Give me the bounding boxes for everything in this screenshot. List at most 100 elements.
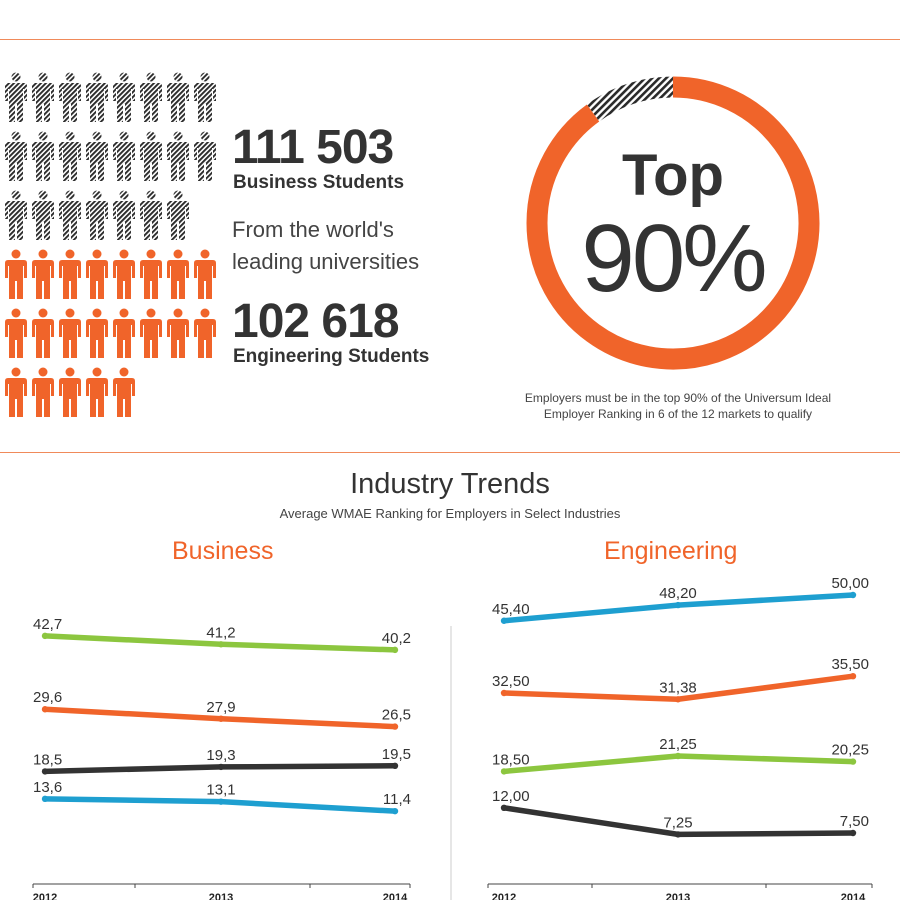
business-student-icon xyxy=(32,131,54,181)
x-tick-label: 2014 xyxy=(383,892,408,900)
data-label: 42,7 xyxy=(33,616,62,633)
data-label: 11,4 xyxy=(383,791,411,808)
business-student-icon xyxy=(140,190,162,240)
data-point xyxy=(217,715,225,722)
data-point xyxy=(41,706,49,713)
engineering-student-icon xyxy=(5,367,27,417)
data-label: 35,50 xyxy=(831,656,869,673)
data-point xyxy=(391,762,399,769)
data-point xyxy=(674,831,682,838)
country-row: United States China Japan Germany France Unit… xyxy=(0,0,900,6)
business-student-icon xyxy=(140,72,162,122)
business-student-icon xyxy=(5,190,27,240)
engineering-student-icon xyxy=(86,367,108,417)
ranking-ring xyxy=(522,72,824,374)
country-label: Russia xyxy=(527,0,558,1)
percent-label: 90% xyxy=(581,205,767,312)
data-point xyxy=(500,804,508,811)
student-pictogram xyxy=(4,72,224,422)
business-count: 111 503 xyxy=(232,121,394,174)
data-point xyxy=(391,723,399,730)
engineering-student-icon xyxy=(194,249,216,299)
business-student-icon xyxy=(113,131,135,181)
country-label: United States xyxy=(54,0,114,1)
data-point xyxy=(500,689,508,697)
data-label: 13,6 xyxy=(33,779,62,796)
business-student-icon xyxy=(86,72,108,122)
trend-charts: 2012 2013 2014 42,7 41,2 40,2 29,6 27,9 26,5 18,5… xyxy=(32,575,873,900)
data-point xyxy=(391,807,399,815)
data-label: 45,40 xyxy=(492,601,530,618)
engineering-chart-title: Engineering xyxy=(604,537,738,565)
business-student-icon xyxy=(194,72,216,122)
ranking-ring-svg xyxy=(526,76,820,370)
engineering-student-icon xyxy=(86,249,108,299)
ranking-note-line1: Employers must be in the top 90% of the … xyxy=(524,391,832,405)
engineering-student-icon xyxy=(113,367,135,417)
data-label: 19,5 xyxy=(382,746,411,763)
x-tick-label: 2014 xyxy=(841,892,866,900)
engineering-student-icon xyxy=(59,249,81,299)
country-label: Canada xyxy=(654,0,689,1)
data-point xyxy=(849,591,857,599)
ring-percent-segment xyxy=(526,76,820,370)
country-label: United Kingdom xyxy=(374,0,445,1)
data-label: 27,9 xyxy=(206,699,235,716)
divider-middle xyxy=(0,452,900,453)
engineering-student-icon xyxy=(194,308,216,358)
engineering-student-icon xyxy=(59,308,81,358)
engineering-label: Engineering Students xyxy=(233,346,430,367)
country-label: France xyxy=(329,0,360,1)
data-point xyxy=(674,601,682,609)
business-label: Business Students xyxy=(233,172,405,193)
business-student-icon xyxy=(194,131,216,181)
data-label: 19,3 xyxy=(206,747,235,764)
data-label: 21,25 xyxy=(659,736,697,753)
data-point xyxy=(674,752,682,760)
engineering-student-icon xyxy=(113,249,135,299)
trends-title: Industry Trends xyxy=(350,468,550,500)
data-point xyxy=(500,617,508,624)
business-chart-title: Business xyxy=(172,537,274,565)
data-point xyxy=(217,641,225,648)
business-student-icon xyxy=(167,131,189,181)
business-student-icon xyxy=(59,190,81,240)
data-label: 48,20 xyxy=(659,585,697,602)
data-label: 41,2 xyxy=(206,624,235,641)
data-label: 32,50 xyxy=(492,673,530,690)
data-point xyxy=(500,768,508,775)
data-label: 12,00 xyxy=(492,788,530,805)
engineering-student-icon xyxy=(32,249,54,299)
data-point xyxy=(849,673,857,680)
business-student-icon xyxy=(140,131,162,181)
data-point xyxy=(849,829,857,837)
business-student-icon xyxy=(113,190,135,240)
data-label: 7,50 xyxy=(840,813,869,830)
data-label: 50,00 xyxy=(831,575,869,592)
ranking-note-line2: Employer Ranking in 6 of the 12 markets … xyxy=(543,407,813,421)
engineering-student-icon xyxy=(113,308,135,358)
from-text-line2: leading universities xyxy=(232,249,420,274)
data-point xyxy=(391,646,399,654)
data-point xyxy=(674,696,682,703)
data-label: 7,25 xyxy=(663,814,692,831)
x-tick-label: 2012 xyxy=(33,892,57,900)
business-student-icon xyxy=(5,72,27,122)
engineering-student-icon xyxy=(140,308,162,358)
from-text: From the world's leading universities xyxy=(232,214,472,278)
data-label: 26,5 xyxy=(382,707,411,724)
data-label: 18,50 xyxy=(492,751,530,768)
x-tick-label: 2013 xyxy=(666,892,690,900)
data-label: 18,5 xyxy=(33,751,62,768)
engineering-student-icon xyxy=(32,367,54,417)
data-point xyxy=(849,758,857,765)
data-label: 31,38 xyxy=(659,679,697,696)
data-point xyxy=(41,795,49,803)
engineering-count: 102 618 xyxy=(232,295,400,348)
country-label: Australia xyxy=(783,0,822,1)
divider-top xyxy=(0,39,900,40)
x-tick-label: 2013 xyxy=(209,892,233,900)
business-student-icon xyxy=(59,131,81,181)
data-label: 20,25 xyxy=(831,742,869,759)
data-label: 13,1 xyxy=(206,782,235,799)
